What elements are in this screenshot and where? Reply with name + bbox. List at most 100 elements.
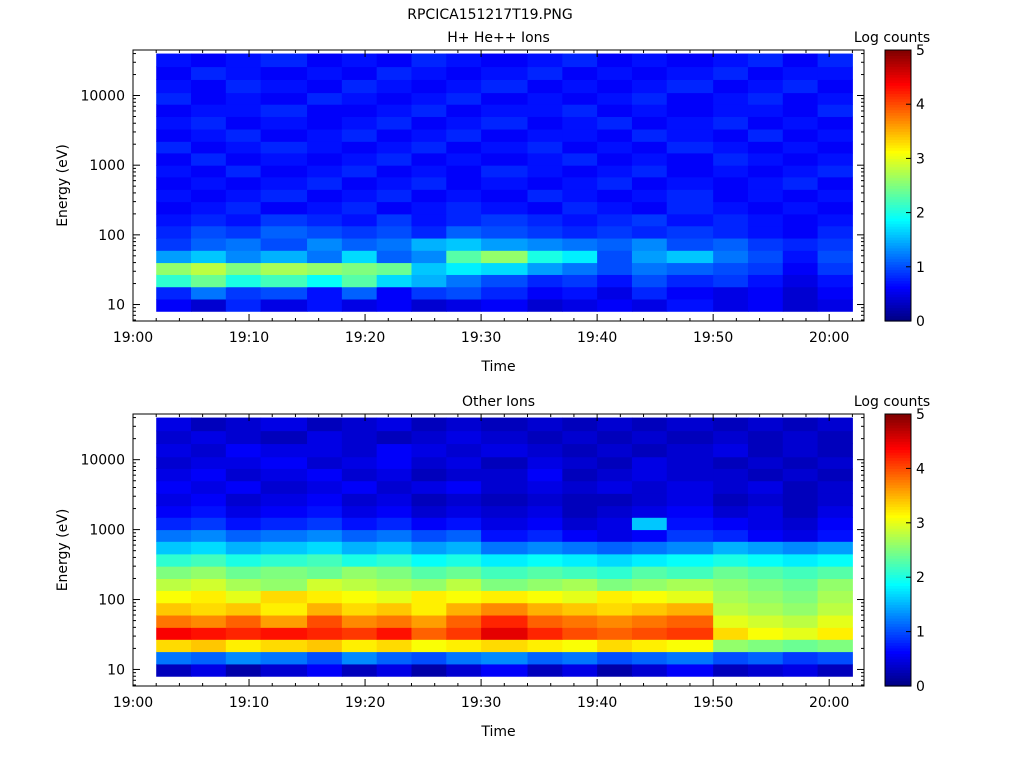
colorbar-band: [885, 569, 911, 573]
heatmap-cell: [527, 262, 563, 275]
heatmap-cell: [376, 213, 412, 227]
heatmap-cell: [225, 299, 262, 312]
heatmap-cell: [411, 152, 447, 166]
heatmap-cell: [191, 141, 227, 154]
heatmap-cell: [713, 602, 749, 616]
colorbar-band: [885, 452, 911, 456]
heatmap-cell: [527, 141, 563, 154]
heatmap-cell: [666, 417, 714, 432]
colorbar-band: [885, 253, 911, 257]
heatmap-cell: [631, 286, 668, 300]
colorbar-band: [885, 506, 911, 510]
heatmap-cell: [782, 529, 819, 542]
heatmap-cell: [597, 505, 633, 518]
heatmap-cell: [191, 430, 227, 445]
heatmap-cell: [225, 417, 262, 432]
heatmap-cell: [411, 129, 447, 142]
heatmap-cell: [631, 92, 668, 105]
heatmap-cell: [191, 493, 227, 507]
colorbar-tick-label: 5: [916, 43, 925, 59]
heatmap-cell: [481, 578, 529, 591]
heatmap-cell: [527, 225, 563, 239]
heatmap-cell: [260, 615, 308, 628]
heatmap-cell: [156, 141, 192, 154]
colorbar-band: [885, 552, 911, 557]
heatmap-cell: [260, 274, 308, 288]
heatmap-cell: [341, 615, 378, 628]
heatmap-cell: [597, 152, 633, 166]
heatmap-cell: [341, 517, 378, 531]
colorbar-band: [885, 601, 911, 605]
heatmap-cell: [307, 213, 343, 227]
y-tick-label: 100: [98, 228, 125, 244]
colorbar-band: [885, 269, 911, 273]
heatmap-cell: [747, 493, 784, 507]
heatmap-cell: [782, 262, 819, 275]
heatmap-cell: [562, 250, 598, 264]
heatmap-cell: [817, 529, 853, 542]
heatmap-cell: [562, 92, 598, 105]
heatmap-cell: [411, 566, 447, 579]
heatmap-cell: [747, 189, 784, 203]
colorbar-band: [885, 161, 911, 165]
heatmap-cell: [782, 176, 819, 190]
heatmap-cell: [260, 651, 308, 665]
heatmap-cell: [597, 92, 633, 105]
heatmap-cell: [156, 505, 192, 518]
heatmap-cell: [376, 566, 412, 579]
heatmap-cell: [562, 66, 598, 80]
heatmap-cell: [446, 165, 482, 178]
colorbar-band: [885, 414, 911, 418]
heatmap-cell: [666, 541, 714, 555]
heatmap-cell: [782, 238, 819, 251]
heatmap-cell: [597, 201, 633, 215]
colorbar-band: [885, 509, 911, 513]
heatmap-cell: [562, 274, 598, 288]
heatmap-cell: [817, 189, 853, 203]
heatmap-cell: [713, 553, 749, 567]
heatmap-cell: [225, 493, 262, 507]
heatmap-cell: [666, 443, 714, 458]
heatmap-cell: [631, 129, 668, 142]
x-tick-label: 19:50: [693, 330, 733, 346]
plot-frame: [132, 49, 865, 322]
heatmap-cell: [307, 176, 343, 190]
heatmap-cell: [817, 430, 853, 445]
heatmap-cell: [481, 66, 529, 80]
heatmap-cell: [225, 201, 262, 215]
colorbar-band: [885, 125, 911, 130]
heatmap-cell: [713, 53, 749, 68]
colorbar-band: [885, 424, 911, 429]
heatmap-cell: [527, 443, 563, 458]
heatmap-cell: [481, 541, 529, 555]
heatmap-cell: [225, 176, 262, 190]
heatmap-cell: [260, 663, 308, 677]
heatmap-cell: [156, 639, 192, 653]
heatmap-cell: [527, 468, 563, 482]
colorbar-band: [885, 558, 911, 562]
heatmap-cell: [481, 493, 529, 507]
heatmap-cell: [782, 468, 819, 482]
heatmap-cell: [817, 116, 853, 130]
heatmap-cell: [156, 104, 192, 117]
heatmap-cell: [411, 201, 447, 215]
heatmap-cell: [376, 493, 412, 507]
heatmap-cell: [597, 602, 633, 616]
heatmap-cell: [713, 213, 749, 227]
heatmap-cell: [713, 639, 749, 653]
heatmap-cell: [225, 250, 262, 264]
heatmap-cell: [191, 627, 227, 640]
heatmap-cell: [747, 176, 784, 190]
heatmap-cell: [481, 590, 529, 604]
heatmap-cell: [341, 505, 378, 518]
colorbar-label: Log counts: [854, 394, 930, 410]
colorbar-band: [885, 612, 911, 616]
heatmap-cell: [713, 141, 749, 154]
heatmap-cell: [481, 566, 529, 579]
heatmap-cell: [191, 129, 227, 142]
heatmap-cell: [562, 262, 598, 275]
heatmap-cell: [666, 566, 714, 579]
heatmap-cell: [411, 615, 447, 628]
heatmap-cell: [747, 250, 784, 264]
